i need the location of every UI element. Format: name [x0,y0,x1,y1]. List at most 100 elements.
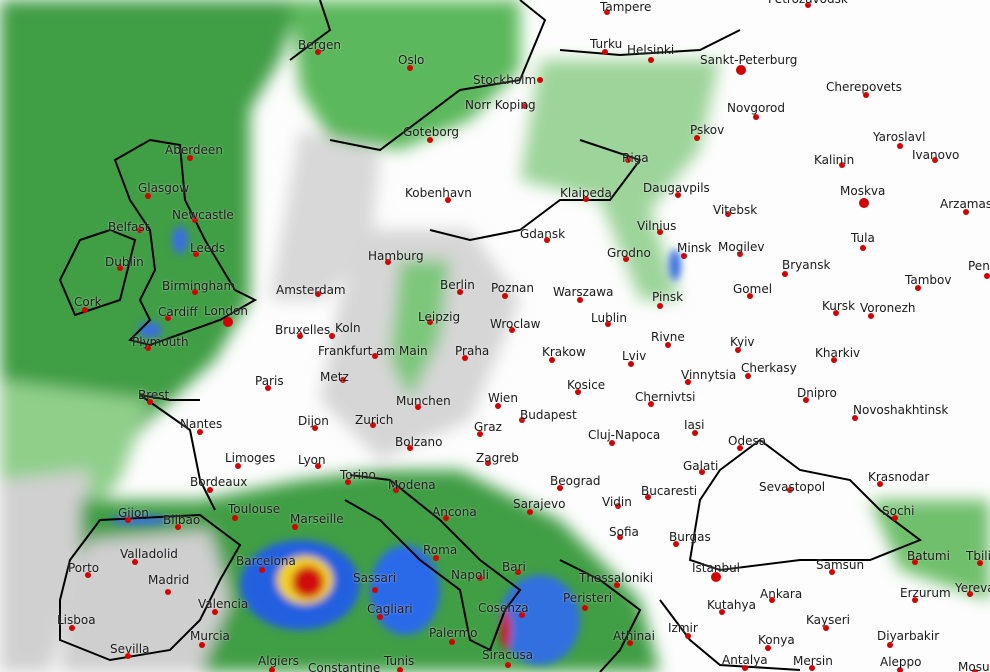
city-label: Bryansk [782,258,831,272]
city-label: Thessaloniki [579,571,654,585]
city-label: Arzamas [940,197,990,211]
city-dot [863,92,869,98]
city-dot [735,347,741,353]
city-label: Sarajevo [513,497,566,511]
city-label: Norr Koping [465,98,536,112]
city-label: Sevastopol [759,480,826,494]
city-dot [269,667,275,672]
city-dot [833,310,839,316]
city-dot [859,198,869,208]
city-label: Vilnius [637,219,677,233]
city-label: Petrozavodsk [768,0,848,6]
city-label: Galati [683,459,719,473]
city-label: London [204,304,248,318]
city-label: Cork [74,295,102,309]
city-dot [292,524,298,530]
city-dot [977,560,983,566]
city-dot [329,333,335,339]
city-label: Bruxelles [275,323,331,337]
city-label: Bucaresti [641,484,698,498]
city-label: Riga [622,151,649,165]
city-dot [852,415,858,421]
city-label: Vidin [602,495,632,509]
city-dot [972,669,978,672]
city-dot [897,143,903,149]
city-label: Algiers [258,654,300,668]
city-dot [602,49,608,55]
city-dot [984,273,990,279]
city-label: Constantine [308,661,381,672]
city-dot [892,515,898,521]
city-dot [393,487,399,493]
city-dot [617,534,623,540]
city-dot [312,425,318,431]
city-dot [207,487,213,493]
city-dot [860,245,866,251]
city-label: Kosice [567,378,606,392]
city-dot [897,667,903,672]
city-dot [235,463,241,469]
city-label: Wien [488,391,518,405]
city-label: Kyiv [730,335,755,349]
city-label: Vinnytsia [681,368,737,382]
city-dot [609,440,615,446]
city-label: Tampere [600,0,652,14]
city-dot [839,162,845,168]
city-dot [345,479,351,485]
city-label: Birmingham [162,279,236,293]
city-label: Valencia [198,597,249,611]
city-dot [582,605,588,611]
city-label: Siracusa [482,648,534,662]
city-label: Kayseri [806,613,851,627]
city-label: Torino [340,468,376,482]
city-dot [787,487,793,493]
city-label: Samsun [816,558,865,572]
scandinavia-rain-area [290,0,520,150]
city-label: Kalinin [814,153,855,167]
city-label: Yerevan [955,581,990,595]
storm-balearic-red [292,566,324,598]
city-label: Zagreb [476,451,519,465]
city-label: Diyarbakir [877,629,940,643]
city-label: Paris [255,374,284,388]
city-dot [809,665,815,671]
city-dot [415,404,421,410]
city-dot [407,445,413,451]
city-dot [502,293,508,299]
city-label: Ivanovo [912,148,960,162]
city-dot [515,569,521,575]
city-dot [692,430,698,436]
city-dot [765,645,771,651]
north-sea-grey [270,130,380,300]
city-label: Mosul [958,660,990,672]
city-dot [665,342,671,348]
city-dot [370,422,376,428]
city-label: Burgas [669,530,711,544]
city-label: Leipzig [418,310,461,324]
city-label: Krasnodar [868,470,930,484]
city-label: Lisboa [57,613,96,627]
city-label: Graz [474,420,502,434]
city-dot [125,653,131,659]
city-label: Porto [68,561,100,575]
city-dot [527,509,533,515]
baltic-rain-band [520,60,720,300]
city-dot [628,361,634,367]
city-dot [675,192,681,198]
iberia-grey [60,530,230,672]
city-label: Marseille [290,512,344,526]
city-dot [433,555,439,561]
storm-ionian-blue [500,575,580,665]
city-dot [887,642,893,648]
city-dot [557,485,563,491]
city-dot [427,319,433,325]
city-dot [645,494,651,500]
city-label: Mersin [793,654,833,668]
city-label: Sankt-Peterburg [700,53,798,67]
city-label: Nantes [180,417,223,431]
city-label: Belfast [108,220,150,234]
city-label: Cluj-Napoca [588,428,661,442]
city-dot [745,373,751,379]
city-label: Dnipro [797,386,837,400]
